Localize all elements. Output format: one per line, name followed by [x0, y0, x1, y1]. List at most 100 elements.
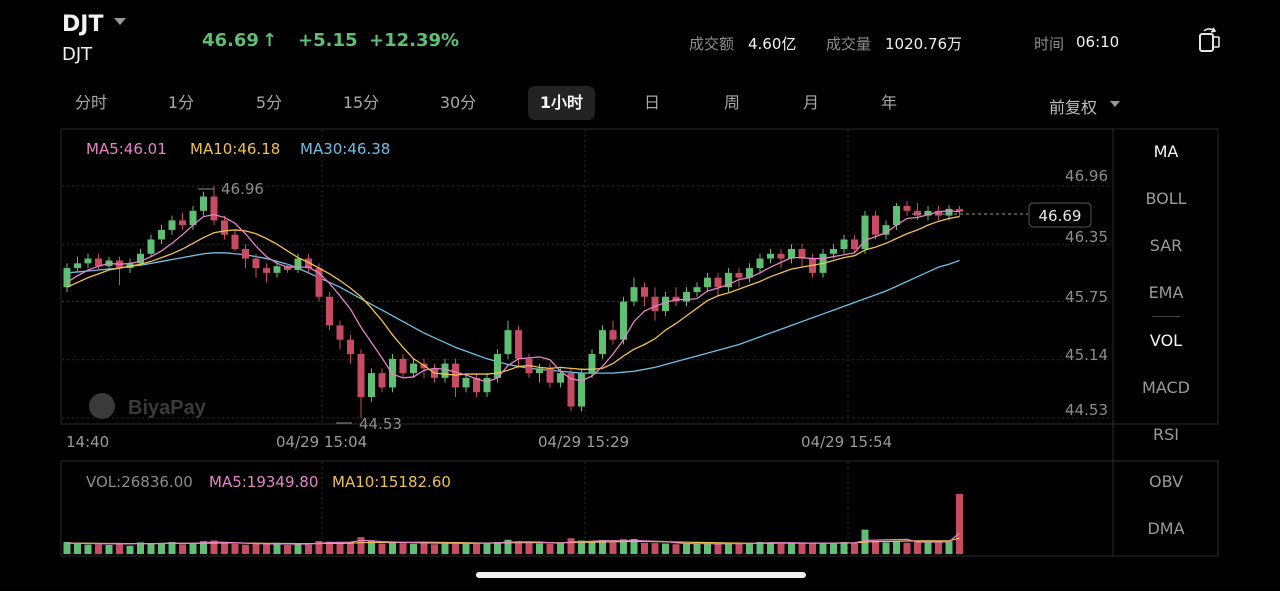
- tab-period[interactable]: 周: [723, 93, 740, 112]
- volume-bar: [95, 544, 102, 554]
- indicator-sidebar: MA BOLL SAR EMA VOL MACD RSI OBV DMA: [1114, 130, 1218, 556]
- candle-body: [147, 239, 155, 254]
- candle-body: [189, 210, 197, 226]
- candle-body: [945, 208, 953, 216]
- tab-period[interactable]: 15分: [342, 93, 380, 112]
- watermark-text: BiyaPay: [128, 397, 207, 419]
- tab-period-active[interactable]: 1小时: [528, 86, 595, 120]
- arrow-up-icon: ↑: [262, 30, 278, 51]
- home-indicator[interactable]: [476, 572, 806, 578]
- volume-bar: [557, 542, 564, 554]
- candle-body: [504, 330, 512, 355]
- chevron-down-icon[interactable]: [1110, 101, 1120, 107]
- volume-bar: [872, 541, 879, 554]
- volume-label: 成交量: [826, 35, 872, 53]
- security-name: DJT: [62, 44, 93, 65]
- volume-bar: [767, 542, 774, 554]
- indicator-dma[interactable]: DMA: [1147, 519, 1185, 538]
- candle-body: [315, 268, 323, 297]
- tab-period[interactable]: 年: [880, 93, 897, 112]
- volume-bar: [830, 543, 837, 554]
- volume-bar: [515, 541, 522, 554]
- main-chart-frame: [60, 128, 1219, 425]
- volume-bar: [252, 543, 260, 554]
- volume-bar: [662, 543, 669, 554]
- rotate-screen-icon[interactable]: [1196, 26, 1224, 54]
- candle-body: [179, 220, 186, 226]
- indicator-sar[interactable]: SAR: [1149, 236, 1183, 255]
- candle-body: [137, 253, 144, 264]
- vol-legend: VOL:26836.00: [86, 473, 193, 491]
- volume-bar: [641, 542, 648, 554]
- candle-body: [263, 268, 270, 273]
- candle-body: [84, 258, 92, 264]
- chevron-down-icon[interactable]: [114, 18, 126, 25]
- volume-bar: [578, 540, 585, 554]
- candle-body: [830, 249, 837, 254]
- volume-bar: [672, 544, 680, 554]
- tab-period[interactable]: 5分: [255, 93, 283, 112]
- volume-bar: [893, 540, 900, 554]
- candle-body: [200, 196, 207, 211]
- vol-ma5-legend: MA5:19349.80: [209, 473, 318, 491]
- y-tick-label: 44.53: [1065, 401, 1108, 419]
- candle-body: [903, 206, 911, 211]
- ma10-legend: MA10:46.18: [190, 140, 280, 158]
- x-tick-label: 04/29 15:29: [538, 433, 629, 451]
- candle-body: [599, 330, 606, 355]
- volume-bar: [651, 543, 659, 554]
- indicator-macd[interactable]: MACD: [1142, 378, 1190, 397]
- candle-body: [483, 377, 491, 393]
- candle-body: [74, 263, 81, 269]
- indicator-rsi[interactable]: RSI: [1153, 425, 1179, 444]
- indicator-boll[interactable]: BOLL: [1145, 189, 1187, 208]
- tab-period[interactable]: 1分: [167, 93, 195, 112]
- candle-body: [630, 287, 638, 302]
- volume-bar: [483, 542, 491, 554]
- ticker-symbol[interactable]: DJT: [62, 12, 104, 37]
- indicator-ma[interactable]: MA: [1153, 142, 1179, 161]
- price-adjust-dropdown[interactable]: 前复权: [1049, 98, 1098, 117]
- candle-body: [410, 363, 417, 374]
- last-price: 46.69: [202, 30, 259, 51]
- volume-bar: [756, 542, 764, 554]
- volume-bar: [137, 542, 144, 554]
- candle-body: [725, 272, 732, 288]
- candle-body: [693, 287, 701, 292]
- y-tick-label: 45.14: [1065, 346, 1108, 364]
- candle-body: [609, 330, 617, 340]
- candle-body: [861, 215, 869, 250]
- candle-body: [924, 210, 932, 216]
- tab-period[interactable]: 月: [802, 93, 819, 112]
- candle-body: [336, 325, 344, 340]
- time-label: 时间: [1034, 35, 1065, 53]
- candle-body: [347, 339, 354, 355]
- vol-ma10-legend: MA10:15182.60: [332, 473, 451, 491]
- x-tick-label: 04/29 15:04: [276, 433, 367, 451]
- ma30-line: [66, 252, 960, 374]
- candle-body: [662, 296, 669, 312]
- indicator-ema[interactable]: EMA: [1148, 283, 1184, 302]
- indicator-vol[interactable]: VOL: [1149, 331, 1183, 350]
- volume-bar: [431, 544, 438, 554]
- volume-bar: [504, 539, 512, 554]
- volume-bar: [588, 541, 596, 554]
- tab-period[interactable]: 日: [643, 93, 660, 112]
- ma30-legend: MA30:46.38: [300, 140, 390, 158]
- x-tick-label: 04/29 15:54: [801, 433, 892, 451]
- indicator-divider: [1152, 316, 1180, 317]
- volume-bar: [168, 542, 176, 554]
- volume-bar: [494, 542, 501, 554]
- indicator-obv[interactable]: OBV: [1148, 472, 1184, 491]
- candle-body: [893, 206, 900, 226]
- candle-body: [168, 220, 176, 230]
- ma5-legend: MA5:46.01: [86, 140, 167, 158]
- candle-body: [914, 210, 921, 216]
- x-tick-label: 14:40: [66, 433, 109, 451]
- volume-bar: [378, 543, 386, 554]
- candle-body: [462, 377, 470, 388]
- candle-body: [368, 373, 375, 397]
- tab-period[interactable]: 30分: [439, 93, 477, 112]
- tab-period[interactable]: 分时: [74, 93, 107, 112]
